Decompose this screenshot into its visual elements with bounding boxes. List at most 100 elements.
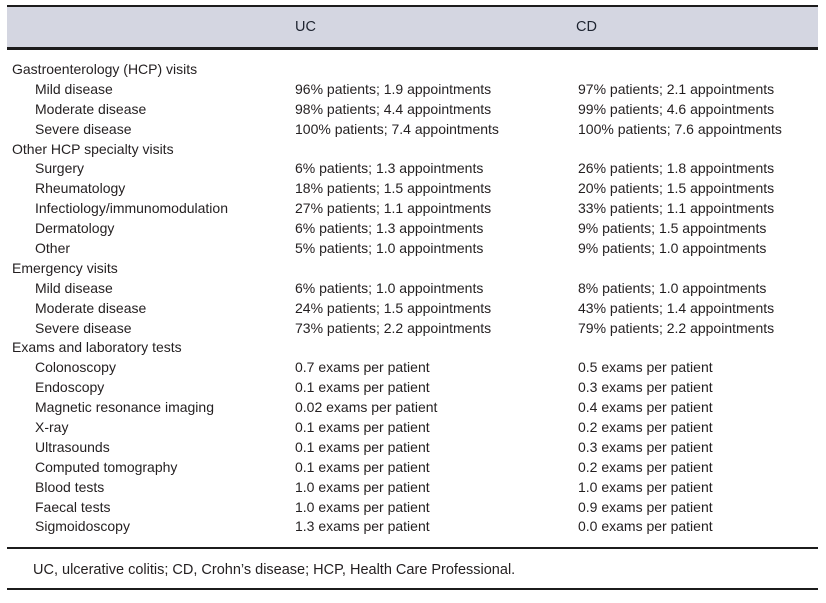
uc-value: 0.02 exams per patient	[295, 399, 438, 416]
top-rule	[7, 5, 818, 7]
cd-value	[578, 338, 818, 358]
table-row: Severe disease 100% patients; 7.4 appoint…	[7, 120, 818, 140]
table-row: Colonoscopy 0.7 exams per patient 0.5 exam…	[7, 358, 818, 378]
row-label: Ultrasounds	[35, 438, 110, 455]
cd-value: 9% patients; 1.0 appointments	[578, 240, 767, 257]
table-body: Gastroenterology (HCP) visits Mild diseas…	[7, 60, 818, 537]
uc-value: 98% patients; 4.4 appointments	[295, 100, 492, 117]
cd-value: 0.3 exams per patient	[578, 379, 713, 396]
row-label: Other	[35, 240, 71, 257]
healthcare-resource-table: UC CD Gastroenterology (HCP) visits Mild …	[7, 0, 818, 603]
cd-value: 33% patients; 1.1 appointments	[578, 200, 775, 217]
row-label: Dermatology	[35, 220, 115, 237]
cd-value: 0.3 exams per patient	[578, 438, 713, 455]
cd-value: 0.2 exams per patient	[578, 458, 713, 475]
row-label: Faecal tests	[35, 498, 111, 515]
cd-value: 97% patients; 2.1 appointments	[578, 80, 775, 97]
uc-value: 1.0 exams per patient	[295, 498, 430, 515]
uc-value	[295, 60, 578, 80]
table-row: Mild disease 6% patients; 1.0 appointment…	[7, 279, 818, 299]
table-row: Dermatology 6% patients; 1.3 appointments…	[7, 219, 818, 239]
uc-value: 0.1 exams per patient	[295, 458, 430, 475]
cd-value: 100% patients; 7.6 appointments	[578, 120, 782, 137]
row-label: Mild disease	[35, 279, 113, 296]
table-row: Surgery 6% patients; 1.3 appointments 26% …	[7, 159, 818, 179]
section-header-row: Emergency visits	[7, 259, 818, 279]
section-header-row: Exams and laboratory tests	[7, 338, 818, 358]
uc-value: 5% patients; 1.0 appointments	[295, 240, 484, 257]
row-label: Severe disease	[35, 120, 132, 137]
uc-value	[295, 140, 578, 160]
uc-value	[295, 338, 578, 358]
cd-value: 0.0 exams per patient	[578, 518, 713, 535]
uc-value: 73% patients; 2.2 appointments	[295, 319, 492, 336]
column-header-uc: UC	[295, 19, 316, 35]
row-label: Mild disease	[35, 80, 113, 97]
uc-value: 18% patients; 1.5 appointments	[295, 180, 492, 197]
uc-value: 6% patients; 1.3 appointments	[295, 160, 484, 177]
uc-value: 0.1 exams per patient	[295, 379, 430, 396]
row-label: Rheumatology	[35, 180, 126, 197]
uc-value: 0.7 exams per patient	[295, 359, 430, 376]
row-label: Severe disease	[35, 319, 132, 336]
cd-value: 0.2 exams per patient	[578, 419, 713, 436]
row-label: Surgery	[35, 160, 85, 177]
uc-value: 96% patients; 1.9 appointments	[295, 80, 492, 97]
cd-value: 20% patients; 1.5 appointments	[578, 180, 775, 197]
cd-value: 0.5 exams per patient	[578, 359, 713, 376]
row-label: Other HCP specialty visits	[12, 140, 174, 157]
cd-value: 43% patients; 1.4 appointments	[578, 299, 775, 316]
row-label: Moderate disease	[35, 100, 147, 117]
table-row: Faecal tests 1.0 exams per patient 0.9 exa…	[7, 498, 818, 518]
uc-value: 24% patients; 1.5 appointments	[295, 299, 492, 316]
cd-value: 99% patients; 4.6 appointments	[578, 100, 775, 117]
cd-value: 1.0 exams per patient	[578, 478, 713, 495]
cd-value: 26% patients; 1.8 appointments	[578, 160, 775, 177]
row-label: Colonoscopy	[35, 359, 116, 376]
table-row: X-ray 0.1 exams per patient 0.2 exams per …	[7, 418, 818, 438]
row-label: Infectiology/immunomodulation	[35, 200, 228, 217]
row-label: Sigmoidoscopy	[35, 518, 130, 535]
cd-value	[578, 259, 818, 279]
row-label: Magnetic resonance imaging	[35, 399, 214, 416]
row-label: X-ray	[35, 419, 69, 436]
header-bottom-rule	[7, 47, 818, 50]
table-row: Computed tomography 0.1 exams per patient…	[7, 458, 818, 478]
table-row: Other 5% patients; 1.0 appointments 9% pat…	[7, 239, 818, 259]
table-row: Infectiology/immunomodulation 27% patient…	[7, 199, 818, 219]
table-row: Moderate disease 98% patients; 4.4 appoin…	[7, 100, 818, 120]
uc-value: 100% patients; 7.4 appointments	[295, 120, 499, 137]
table-row: Sigmoidoscopy 1.3 exams per patient 0.0 ex…	[7, 517, 818, 537]
uc-value: 27% patients; 1.1 appointments	[295, 200, 492, 217]
table-row: Rheumatology 18% patients; 1.5 appointmen…	[7, 179, 818, 199]
table-row: Ultrasounds 0.1 exams per patient 0.3 exam…	[7, 438, 818, 458]
table-header-band: UC CD	[7, 7, 818, 47]
cd-value	[578, 140, 818, 160]
cd-value: 79% patients; 2.2 appointments	[578, 319, 775, 336]
uc-value	[295, 259, 578, 279]
column-header-cd: CD	[576, 19, 597, 35]
bottom-rule	[7, 588, 818, 590]
row-label: Computed tomography	[35, 458, 178, 475]
table-row: Severe disease 73% patients; 2.2 appointm…	[7, 319, 818, 339]
cd-value	[578, 60, 818, 80]
uc-value: 0.1 exams per patient	[295, 419, 430, 436]
table-row: Mild disease 96% patients; 1.9 appointmen…	[7, 80, 818, 100]
cd-value: 0.4 exams per patient	[578, 399, 713, 416]
row-label: Exams and laboratory tests	[12, 339, 182, 356]
row-label: Moderate disease	[35, 299, 147, 316]
cd-value: 8% patients; 1.0 appointments	[578, 279, 767, 296]
uc-value: 1.0 exams per patient	[295, 478, 430, 495]
table-footnote: UC, ulcerative colitis; CD, Crohn’s dise…	[33, 562, 516, 578]
uc-value: 0.1 exams per patient	[295, 438, 430, 455]
cd-value: 9% patients; 1.5 appointments	[578, 220, 767, 237]
uc-value: 6% patients; 1.0 appointments	[295, 279, 484, 296]
row-label: Endoscopy	[35, 379, 105, 396]
row-label: Emergency visits	[12, 259, 118, 276]
table-row: Endoscopy 0.1 exams per patient 0.3 exams …	[7, 378, 818, 398]
uc-value: 6% patients; 1.3 appointments	[295, 220, 484, 237]
footnote-top-rule	[7, 547, 818, 549]
section-header-row: Gastroenterology (HCP) visits	[7, 60, 818, 80]
uc-value: 1.3 exams per patient	[295, 518, 430, 535]
table-row: Magnetic resonance imaging 0.02 exams per…	[7, 398, 818, 418]
